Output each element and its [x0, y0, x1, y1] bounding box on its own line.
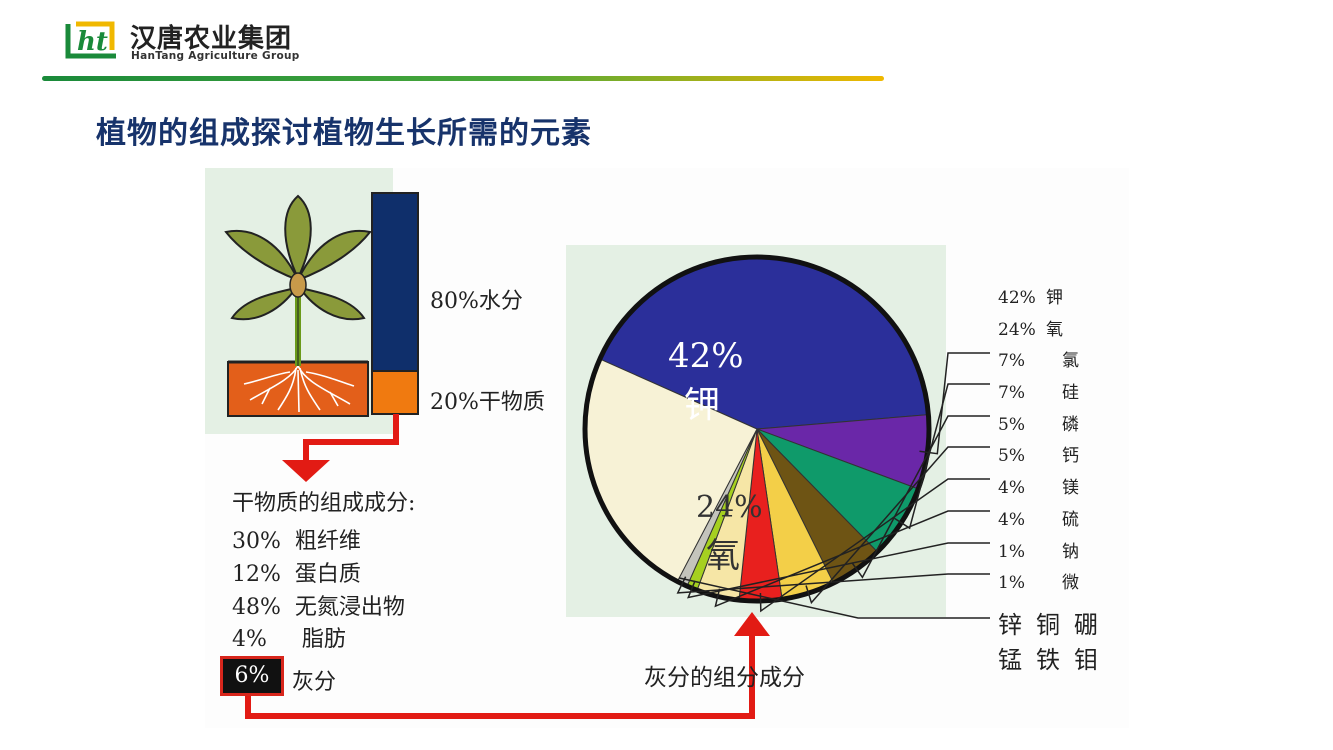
legend-name: 钙 [1062, 446, 1079, 466]
list-item: 12% 蛋白质 [232, 562, 361, 587]
company-name: 汉唐农业集团 [130, 24, 293, 54]
plant-icon [224, 194, 372, 417]
dry-matter-heading: 干物质的组成成分: [232, 491, 416, 516]
ash-badge: 6% [220, 656, 284, 696]
slide-title: 植物的组成探讨植物生长所需的元素 [96, 116, 592, 151]
legend-item: 7% 氯 [998, 346, 1079, 371]
ash-label: 灰分 [292, 670, 337, 695]
list-item: 4% 脂肪 [232, 627, 346, 652]
list-item: 30% 粗纤维 [232, 529, 361, 554]
company-logo-icon: ht [62, 20, 122, 60]
arrow-up-icon [734, 612, 770, 636]
leader-line [714, 510, 990, 608]
legend-item: 42% 钾 [998, 283, 1063, 308]
legend-name: 钠 [1062, 542, 1079, 562]
water-label: 80%水分 [430, 289, 523, 314]
legend-pct: 42% [998, 288, 1036, 308]
legend-name: 磷 [1062, 415, 1079, 435]
legend-item: 24% 氧 [998, 315, 1063, 340]
list-item: 48% 无氮浸出物 [232, 595, 405, 620]
water-bar [371, 192, 419, 372]
leader-line [759, 478, 990, 613]
svg-text:ht: ht [77, 27, 108, 57]
pie-label-oxygen: 氧 [706, 536, 740, 576]
legend-item: 4% 镁 [998, 473, 1079, 498]
legend-name: 氯 [1062, 351, 1079, 371]
leader-line-trace [679, 577, 990, 619]
legend-item: 5% 钙 [998, 441, 1079, 466]
legend-name: 硫 [1062, 510, 1079, 530]
legend-pct: 4% [998, 510, 1025, 530]
legend-pct: 7% [998, 383, 1025, 403]
legend-item: 1% 微 [998, 568, 1079, 593]
legend-item: 5% 磷 [998, 410, 1079, 435]
pie-outline [582, 254, 932, 604]
pie-chart [582, 254, 932, 604]
legend-leader-lines [676, 352, 990, 619]
legend-pct: 1% [998, 542, 1025, 562]
legend-item: 1% 钠 [998, 537, 1079, 562]
dry-matter-bar [371, 370, 419, 415]
legend-name: 硅 [1062, 383, 1079, 403]
leader-line [805, 446, 990, 605]
legend-name: 微 [1062, 573, 1079, 593]
header-divider [42, 76, 884, 81]
leader-line [676, 573, 990, 594]
ash-composition-caption: 灰分的组分成分 [644, 665, 805, 691]
trace-elements-row1: 锌铜硼 [998, 611, 1112, 639]
pie-label-potassium: 钾 [684, 385, 721, 426]
leader-line [687, 542, 990, 599]
legend-item: 7% 硅 [998, 378, 1079, 403]
arrow-lines [245, 414, 755, 719]
legend-name: 钾 [1046, 288, 1063, 308]
legend-name: 镁 [1062, 478, 1079, 498]
arrow-down-icon [282, 460, 330, 482]
dry-matter-label: 20%干物质 [430, 390, 545, 415]
legend-pct: 7% [998, 351, 1025, 371]
trace-elements-row2: 锰铁钼 [998, 646, 1112, 674]
leader-line [894, 383, 990, 530]
pie-label-oxygen-pct: 24% [696, 490, 763, 525]
pie-label-potassium-pct: 42% [668, 336, 744, 376]
legend-item: 4% 硫 [998, 505, 1079, 530]
legend-pct: 24% [998, 320, 1036, 340]
legend-pct: 1% [998, 573, 1025, 593]
legend-pct: 4% [998, 478, 1025, 498]
company-name-en: HanTang Agriculture Group [131, 50, 300, 62]
legend-name: 氧 [1046, 320, 1063, 340]
legend-pct: 5% [998, 446, 1025, 466]
legend-pct: 5% [998, 415, 1025, 435]
